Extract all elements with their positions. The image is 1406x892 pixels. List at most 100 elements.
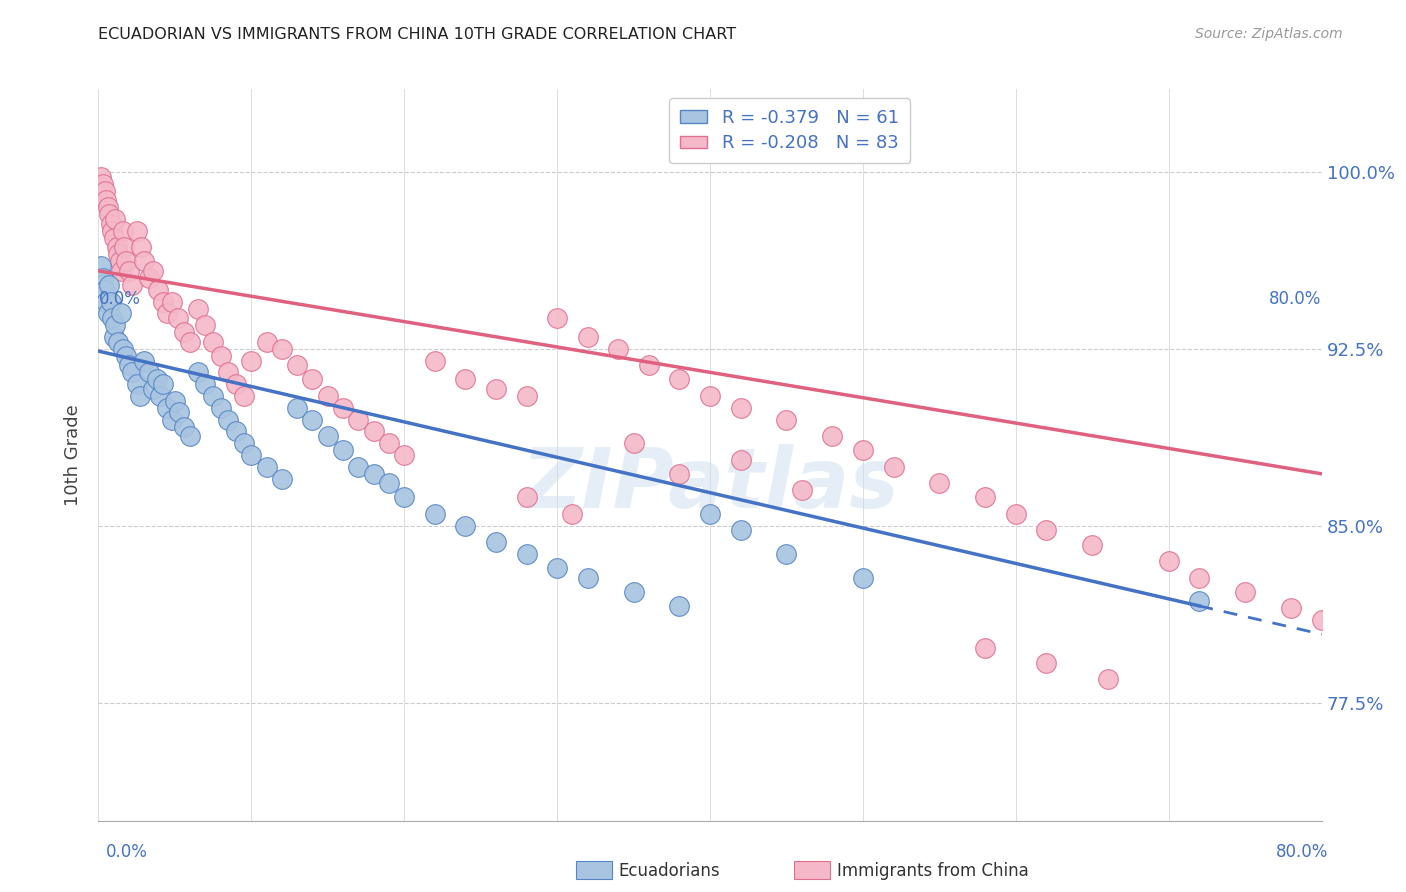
Point	[93, 184, 115, 198]
Point	[94, 193, 117, 207]
Point	[240, 448, 263, 462]
Point	[332, 401, 354, 415]
Point	[187, 301, 209, 316]
Point	[576, 330, 599, 344]
Point	[1081, 538, 1104, 552]
Point	[423, 353, 446, 368]
Point	[100, 217, 122, 231]
Text: 80.0%: 80.0%	[1270, 291, 1322, 309]
Point	[699, 389, 721, 403]
Point	[163, 393, 186, 408]
Point	[392, 448, 416, 462]
Point	[115, 349, 138, 363]
Point	[928, 476, 950, 491]
Point	[90, 259, 112, 273]
Point	[152, 294, 174, 309]
Point	[730, 452, 752, 467]
Point	[156, 401, 179, 415]
Point	[561, 507, 583, 521]
Point	[1097, 672, 1119, 686]
Point	[1157, 554, 1180, 568]
Point	[97, 200, 120, 214]
Point	[217, 365, 239, 379]
Point	[107, 247, 129, 261]
Point	[775, 547, 797, 561]
Point	[118, 358, 141, 372]
Point	[167, 311, 190, 326]
Point	[115, 254, 138, 268]
Point	[285, 358, 308, 372]
Point	[270, 471, 292, 485]
Y-axis label: 10th Grade: 10th Grade	[65, 404, 83, 506]
Point	[101, 224, 124, 238]
Point	[173, 325, 195, 339]
Point	[100, 294, 122, 309]
Point	[668, 372, 690, 386]
Point	[134, 353, 156, 368]
Point	[160, 412, 183, 426]
Point	[169, 405, 191, 419]
Text: 80.0%: 80.0%	[1277, 843, 1329, 861]
Point	[209, 349, 232, 363]
Point	[347, 412, 370, 426]
Point	[94, 294, 117, 309]
Point	[179, 429, 201, 443]
Point	[378, 476, 401, 491]
Point	[546, 311, 568, 326]
Point	[974, 641, 997, 656]
Point	[607, 342, 630, 356]
Point	[516, 547, 538, 561]
Point	[1188, 571, 1211, 585]
Point	[225, 377, 247, 392]
Point	[156, 306, 179, 320]
Point	[516, 491, 538, 505]
Point	[378, 436, 401, 450]
Point	[623, 584, 645, 599]
Text: Immigrants from China: Immigrants from China	[837, 862, 1028, 880]
Text: ECUADORIAN VS IMMIGRANTS FROM CHINA 10TH GRADE CORRELATION CHART: ECUADORIAN VS IMMIGRANTS FROM CHINA 10TH…	[98, 27, 737, 42]
Point	[485, 535, 508, 549]
Point	[108, 254, 131, 268]
Point	[316, 429, 339, 443]
Point	[128, 389, 150, 403]
Point	[392, 491, 416, 505]
Point	[142, 382, 165, 396]
Point	[256, 459, 278, 474]
Point	[142, 264, 165, 278]
Point	[790, 483, 813, 498]
Point	[1279, 601, 1302, 615]
Legend: R = -0.379   N = 61, R = -0.208   N = 83: R = -0.379 N = 61, R = -0.208 N = 83	[669, 98, 910, 163]
Point	[104, 318, 127, 333]
Point	[576, 571, 599, 585]
Point	[668, 599, 690, 613]
Point	[121, 278, 143, 293]
Point	[91, 177, 114, 191]
Point	[316, 389, 339, 403]
Point	[270, 342, 292, 356]
Point	[134, 254, 156, 268]
Point	[160, 294, 183, 309]
Point	[138, 271, 160, 285]
Point	[363, 425, 385, 439]
Point	[138, 365, 160, 379]
Point	[332, 443, 354, 458]
Point	[111, 342, 134, 356]
Point	[1310, 613, 1333, 627]
Point	[173, 419, 195, 434]
Point	[852, 571, 875, 585]
Point	[187, 365, 209, 379]
Point	[1035, 656, 1057, 670]
Point	[202, 334, 225, 349]
Point	[110, 306, 132, 320]
Point	[145, 372, 167, 386]
Point	[103, 231, 125, 245]
Point	[125, 224, 148, 238]
Point	[90, 169, 112, 184]
Point	[112, 240, 135, 254]
Point	[194, 377, 217, 392]
Point	[179, 334, 201, 349]
Point	[637, 358, 661, 372]
Point	[1035, 524, 1057, 538]
Point	[97, 306, 120, 320]
Point	[121, 365, 143, 379]
